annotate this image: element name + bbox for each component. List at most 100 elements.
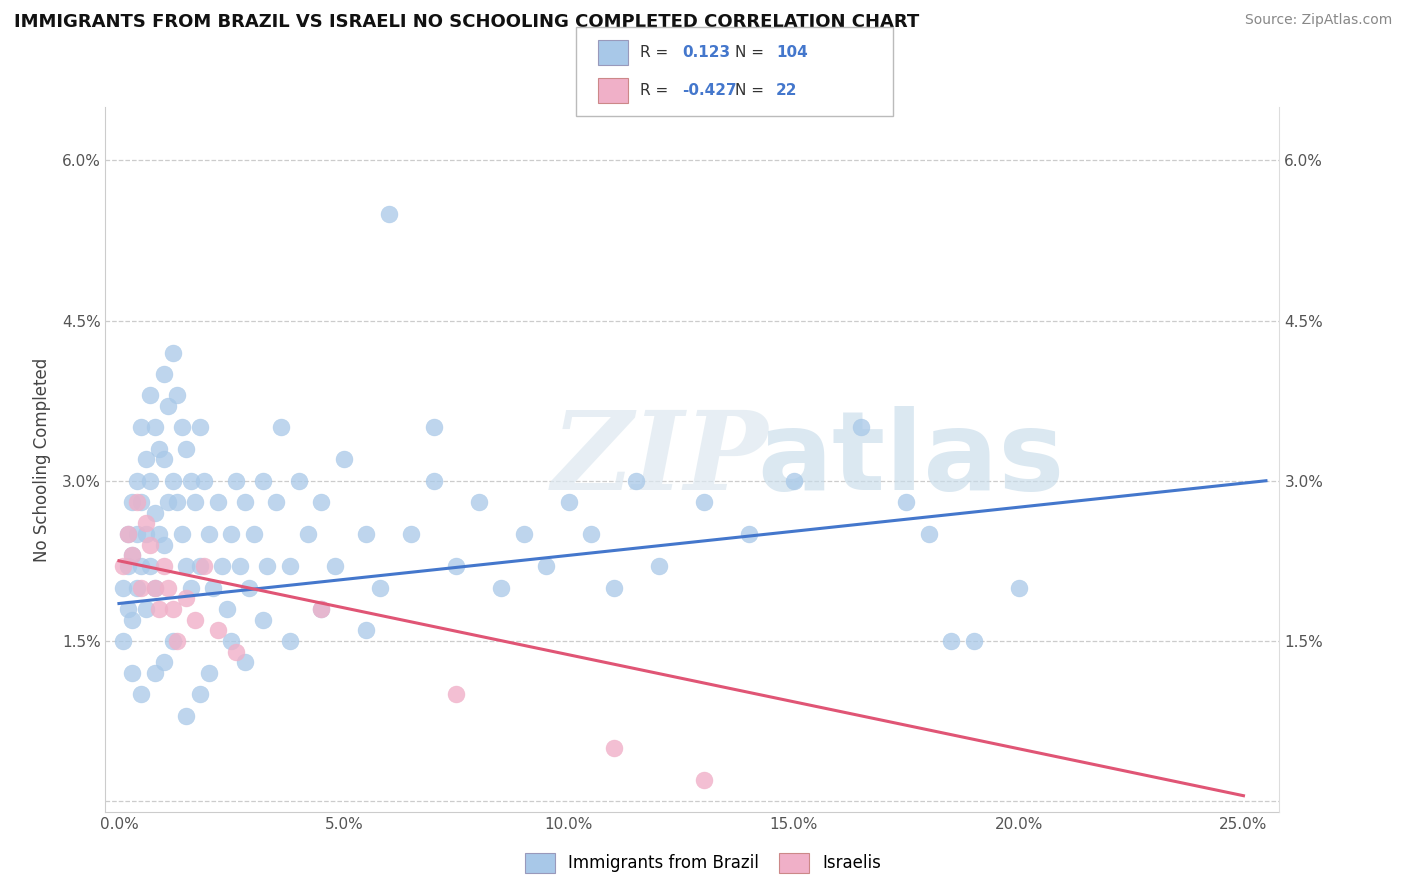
Point [311, 495, 333, 509]
Point [143, 581, 166, 595]
Text: ZIP: ZIP [551, 406, 768, 513]
Point [256, 559, 278, 574]
Point [131, 687, 153, 701]
Point [939, 633, 962, 648]
Point [243, 527, 266, 541]
Point [333, 452, 356, 467]
Point [117, 559, 139, 574]
Point [215, 602, 238, 616]
Point [162, 474, 184, 488]
Point [125, 474, 148, 488]
Point [423, 420, 446, 434]
Point [266, 495, 288, 509]
Point [170, 527, 193, 541]
Point [131, 559, 153, 574]
Text: Source: ZipAtlas.com: Source: ZipAtlas.com [1244, 13, 1392, 28]
Point [401, 527, 423, 541]
Y-axis label: No Schooling Completed: No Schooling Completed [32, 358, 51, 561]
Point [202, 581, 225, 595]
Point [221, 527, 243, 541]
Point [692, 772, 714, 787]
Point [211, 559, 233, 574]
Point [148, 602, 170, 616]
Point [143, 581, 166, 595]
Point [153, 367, 176, 381]
Point [288, 474, 311, 488]
Point [252, 613, 274, 627]
Point [121, 549, 143, 563]
Point [176, 559, 198, 574]
Point [148, 527, 170, 541]
Point [221, 633, 243, 648]
Point [176, 442, 198, 456]
Point [648, 559, 671, 574]
Point [252, 474, 274, 488]
Point [356, 624, 378, 638]
Point [917, 527, 939, 541]
Point [782, 474, 804, 488]
Point [121, 549, 143, 563]
Point [117, 602, 139, 616]
Point [125, 495, 148, 509]
Point [139, 388, 162, 402]
Text: 22: 22 [776, 83, 797, 97]
Point [121, 665, 143, 680]
Point [207, 495, 229, 509]
Point [536, 559, 558, 574]
Point [121, 613, 143, 627]
Point [1007, 581, 1029, 595]
Point [193, 474, 215, 488]
Point [311, 602, 333, 616]
Point [513, 527, 536, 541]
Point [225, 474, 247, 488]
Point [112, 633, 135, 648]
Point [176, 591, 198, 606]
Text: N =: N = [735, 83, 769, 97]
Point [166, 495, 188, 509]
Point [692, 495, 714, 509]
Point [323, 559, 346, 574]
Point [278, 559, 301, 574]
Point [468, 495, 491, 509]
Point [278, 633, 301, 648]
Text: 0.123: 0.123 [682, 45, 730, 60]
Point [153, 452, 176, 467]
Point [157, 399, 180, 413]
Point [207, 624, 229, 638]
Point [270, 420, 292, 434]
Point [125, 527, 148, 541]
Point [626, 474, 648, 488]
Point [143, 420, 166, 434]
Point [162, 602, 184, 616]
Point [193, 559, 215, 574]
Point [188, 687, 211, 701]
Point [125, 581, 148, 595]
Point [143, 506, 166, 520]
Point [131, 420, 153, 434]
Text: atlas: atlas [756, 406, 1064, 513]
Text: -0.427: -0.427 [682, 83, 737, 97]
Point [188, 420, 211, 434]
Point [581, 527, 603, 541]
Point [135, 527, 157, 541]
Point [849, 420, 872, 434]
Point [135, 602, 157, 616]
Point [135, 516, 157, 531]
Point [297, 527, 319, 541]
Point [139, 559, 162, 574]
Point [423, 474, 446, 488]
Point [131, 581, 153, 595]
Point [184, 495, 207, 509]
Point [368, 581, 391, 595]
Point [176, 708, 198, 723]
Point [229, 559, 252, 574]
Point [157, 495, 180, 509]
Point [603, 740, 626, 755]
Point [148, 442, 170, 456]
Point [894, 495, 917, 509]
Text: IMMIGRANTS FROM BRAZIL VS ISRAELI NO SCHOOLING COMPLETED CORRELATION CHART: IMMIGRANTS FROM BRAZIL VS ISRAELI NO SCH… [14, 13, 920, 31]
Point [737, 527, 759, 541]
Point [139, 474, 162, 488]
Point [135, 452, 157, 467]
Point [112, 581, 135, 595]
